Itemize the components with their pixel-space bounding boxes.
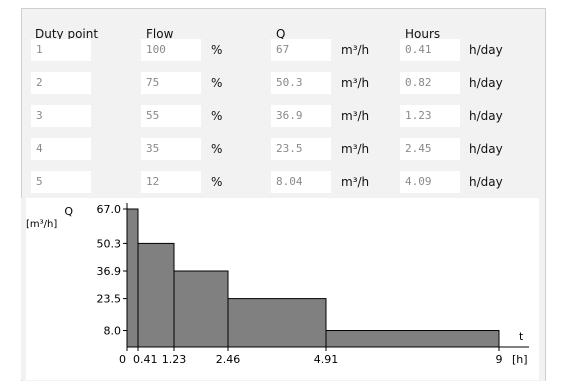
q-unit: m³/h <box>341 175 370 189</box>
y-tick-label: 50.3 <box>97 237 122 250</box>
x-tick-label: 2.46 <box>216 353 241 366</box>
duty-point-field[interactable]: 2 <box>31 72 91 94</box>
duty-point-field[interactable]: 1 <box>31 39 91 61</box>
y-tick-label: 8.0 <box>104 325 122 338</box>
duty-point-field[interactable]: 3 <box>31 105 91 127</box>
y-tick-label: 23.5 <box>97 293 122 306</box>
flow-field[interactable]: 100 <box>141 39 201 61</box>
x-tick-label: 4.91 <box>314 353 339 366</box>
duty-point-field[interactable]: 5 <box>31 171 91 193</box>
histogram-svg: Q [m³/h] t [h] 67.0 50.3 36.9 23.5 8.0 0 0.41 1… <box>21 198 544 380</box>
hours-header: Hours <box>405 27 441 41</box>
q-field[interactable]: 50.3 <box>271 72 331 94</box>
duty-point-row: 3 55% 36.9 m³/h 1.23 h/day <box>0 105 569 127</box>
x-tick-label: 9 <box>496 353 503 366</box>
flow-header: Flow <box>146 27 174 41</box>
flow-field[interactable]: 75 <box>141 72 201 94</box>
q-field[interactable]: 67 <box>271 39 331 61</box>
q-unit: m³/h <box>341 142 370 156</box>
x-axis-label: t <box>519 330 524 343</box>
hours-field[interactable]: 2.45 <box>400 138 460 160</box>
histogram-bar-2 <box>137 242 175 348</box>
duty-point-row: 2 75% 50.3 m³/h 0.82 h/day <box>0 72 569 94</box>
y-axis-label: Q <box>64 205 73 218</box>
q-unit: m³/h <box>341 109 370 123</box>
histogram-bar-3 <box>173 270 229 348</box>
hours-field[interactable]: 4.09 <box>400 171 460 193</box>
hours-field[interactable]: 0.41 <box>400 39 460 61</box>
flow-unit: % <box>211 109 223 123</box>
q-unit: m³/h <box>341 43 370 57</box>
duty-point-row: 5 12% 8.04 m³/h 4.09 h/day <box>0 171 569 193</box>
x-tick-label: 0 <box>119 353 126 366</box>
flow-unit: % <box>211 175 223 189</box>
chart-plot-bg <box>26 198 539 380</box>
hours-unit: h/day <box>469 142 503 156</box>
duty-point-row: 4 35% 23.5 m³/h 2.45 h/day <box>0 138 569 160</box>
q-field[interactable]: 8.04 <box>271 171 331 193</box>
q-field[interactable]: 23.5 <box>271 138 331 160</box>
flow-unit: % <box>211 142 223 156</box>
hours-field[interactable]: 0.82 <box>400 72 460 94</box>
duty-point-field[interactable]: 4 <box>31 138 91 160</box>
x-tick-label: 0.41 <box>133 353 158 366</box>
x-axis-unit: [h] <box>512 353 528 366</box>
q-unit: m³/h <box>341 76 370 90</box>
histogram-bar-1 <box>126 208 139 348</box>
flow-field[interactable]: 35 <box>141 138 201 160</box>
y-axis-unit: [m³/h] <box>26 219 57 230</box>
hours-unit: h/day <box>469 175 503 189</box>
hours-unit: h/day <box>469 109 503 123</box>
flow-unit: % <box>211 76 223 90</box>
duty-point-row: 1 100% 67 m³/h 0.41 h/day <box>0 39 569 61</box>
hours-unit: h/day <box>469 76 503 90</box>
y-tick-label: 36.9 <box>97 265 122 278</box>
q-field[interactable]: 36.9 <box>271 105 331 127</box>
histogram-bar-5 <box>325 330 500 348</box>
histogram-chart: Q [m³/h] t [h] 67.0 50.3 36.9 23.5 8.0 0 0.41 1… <box>21 198 544 380</box>
duty-point-header: Duty point <box>35 27 99 41</box>
flow-unit: % <box>211 43 223 57</box>
x-tick-label: 1.23 <box>162 353 187 366</box>
histogram-bar-4 <box>227 298 327 348</box>
q-header: Q <box>276 27 286 41</box>
flow-field[interactable]: 55 <box>141 105 201 127</box>
hours-field[interactable]: 1.23 <box>400 105 460 127</box>
flow-field[interactable]: 12 <box>141 171 201 193</box>
y-tick-label: 67.0 <box>97 203 122 216</box>
hours-unit: h/day <box>469 43 503 57</box>
